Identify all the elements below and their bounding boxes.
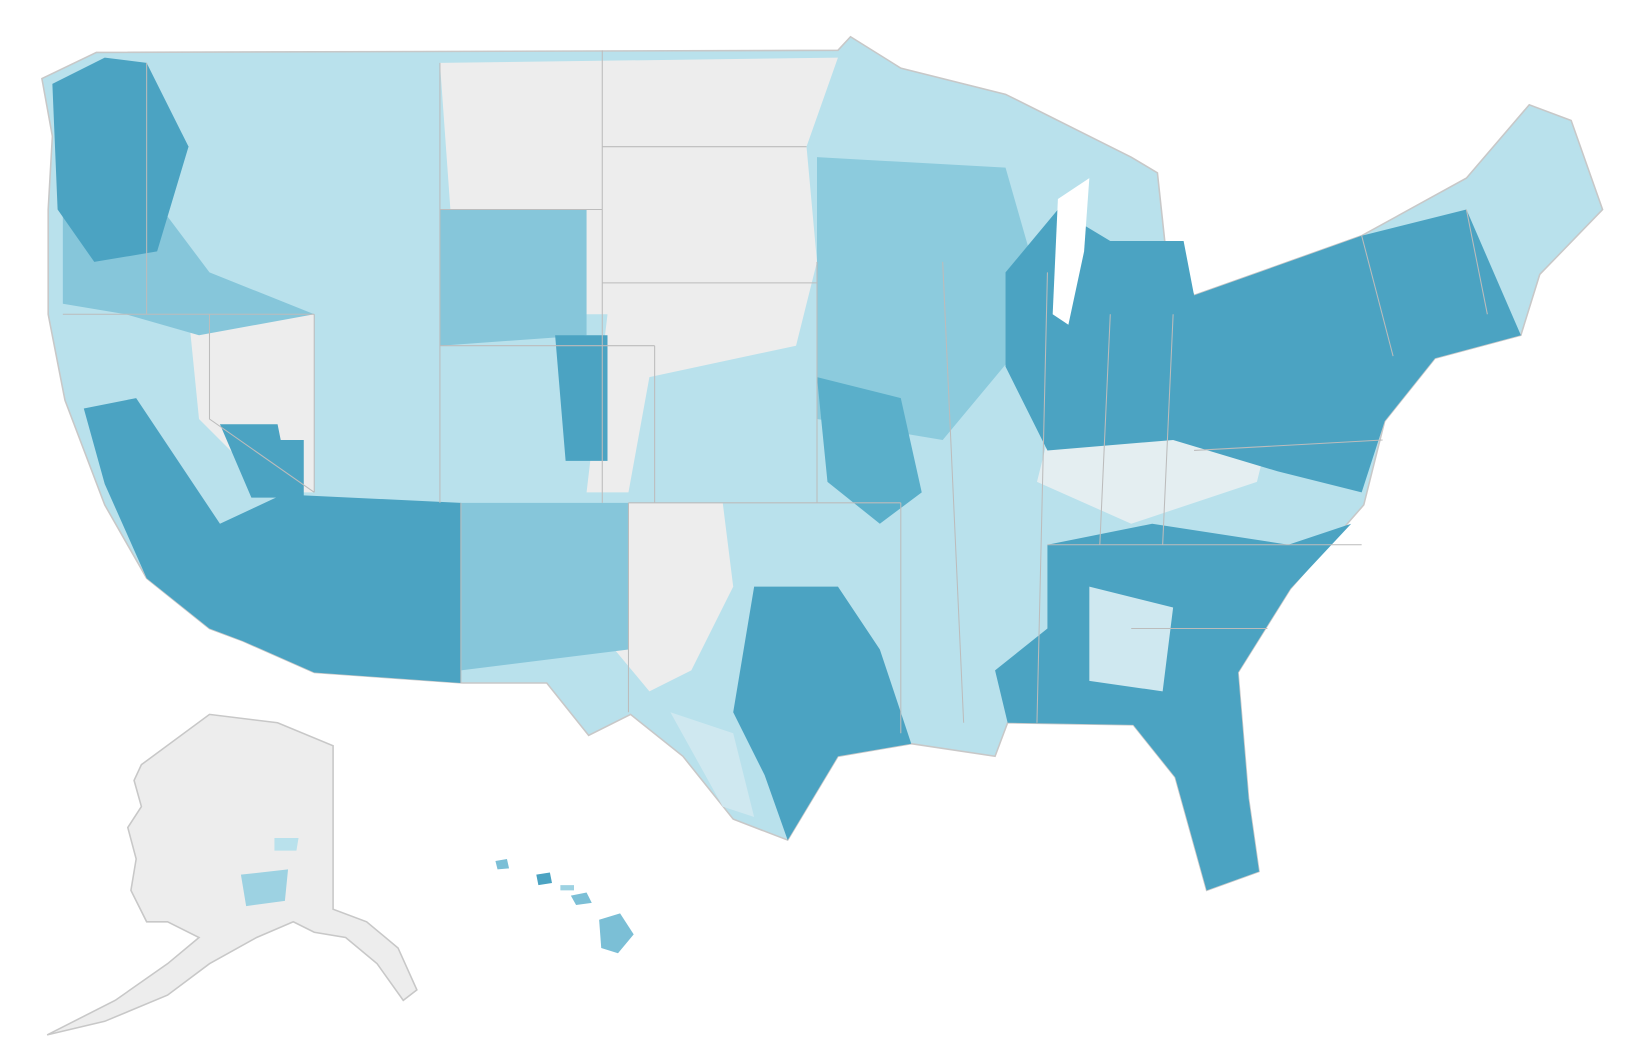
dark-colorado (555, 335, 608, 461)
mid-mountain (439, 209, 587, 346)
dark-texas (733, 586, 912, 841)
dark-pacific-nw (52, 57, 189, 262)
alaska-light (240, 869, 289, 907)
alaska (46, 713, 418, 1036)
hawaii-kauai (495, 858, 510, 870)
light-patch-south (1089, 586, 1174, 692)
hawaii-oahu (536, 872, 552, 886)
dark-mississippi (817, 377, 922, 524)
dark-nevada (219, 424, 304, 498)
mid-midwest (817, 157, 1048, 440)
grey-plains (439, 57, 838, 493)
hawaii-island-large (599, 913, 634, 954)
mid-newmexico (460, 502, 629, 671)
dark-east (1005, 209, 1521, 493)
light-patch-texas (670, 712, 755, 818)
dark-southwest (83, 398, 461, 683)
lake-michigan (1052, 178, 1090, 325)
grey-texas (597, 502, 734, 692)
hawaii-maui (570, 892, 592, 906)
state-borders (62, 50, 1488, 734)
alaska-light-2 (274, 837, 299, 851)
hawaii-molokai (560, 885, 574, 891)
dark-southeast (995, 523, 1352, 891)
